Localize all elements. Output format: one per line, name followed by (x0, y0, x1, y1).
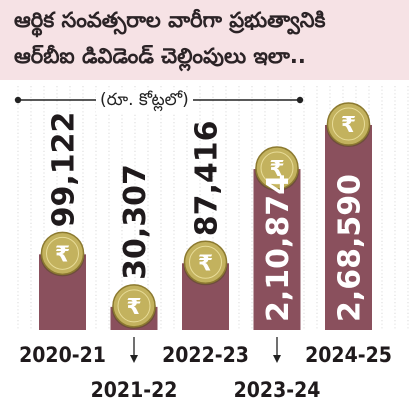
year-label: 2023-24 (234, 378, 321, 402)
value-label: 99,122 (47, 112, 82, 228)
rupee-coin-ring (332, 107, 365, 141)
bar-2023-24 (253, 169, 301, 330)
year-label: 2022-23 (162, 343, 249, 367)
value-label: 87,416 (190, 120, 225, 236)
rupee-symbol: ₹ (55, 242, 70, 267)
rupee-coin-icon (183, 240, 228, 285)
rupee-coin-icon (112, 284, 156, 328)
year-label: 2020-21 (19, 343, 106, 367)
title-banner (0, 0, 409, 80)
rupee-coin-ring (46, 236, 79, 270)
value-label: 2,10,874 (261, 174, 296, 322)
title-line-1: ఆర్థిక సంవత్సరాల వారీగా ప్రభుత్వానికి (14, 8, 326, 32)
year-pointer-arrowhead (273, 355, 281, 363)
rupee-coin-ring (260, 151, 294, 185)
unit-bracket-dot-left (14, 96, 22, 104)
bar-2024-25 (325, 125, 372, 330)
year-label: 2024-25 (305, 343, 392, 367)
rupee-coin-icon (40, 231, 85, 276)
rupee-symbol: ₹ (341, 113, 356, 138)
rupee-coin-ring (189, 245, 222, 279)
rupee-coin-ring (117, 289, 151, 323)
rupee-symbol: ₹ (269, 157, 284, 182)
year-label: 2021-22 (91, 378, 178, 402)
value-label: 2,68,590 (333, 174, 368, 322)
rupee-symbol: ₹ (198, 251, 213, 276)
value-label: 30,307 (118, 164, 153, 280)
rupee-coin-icon (255, 146, 299, 190)
unit-label: (రూ. కోట్లలో) (96, 90, 193, 114)
rupee-coin-icon (326, 102, 371, 146)
year-pointer-arrowhead (130, 355, 138, 363)
title-line-2: ఆర్‌బీఐ డివిడెండ్ చెల్లింపులు ఇలా.. (14, 44, 306, 68)
rupee-symbol: ₹ (126, 295, 141, 320)
unit-bracket-dot-right (296, 96, 304, 104)
